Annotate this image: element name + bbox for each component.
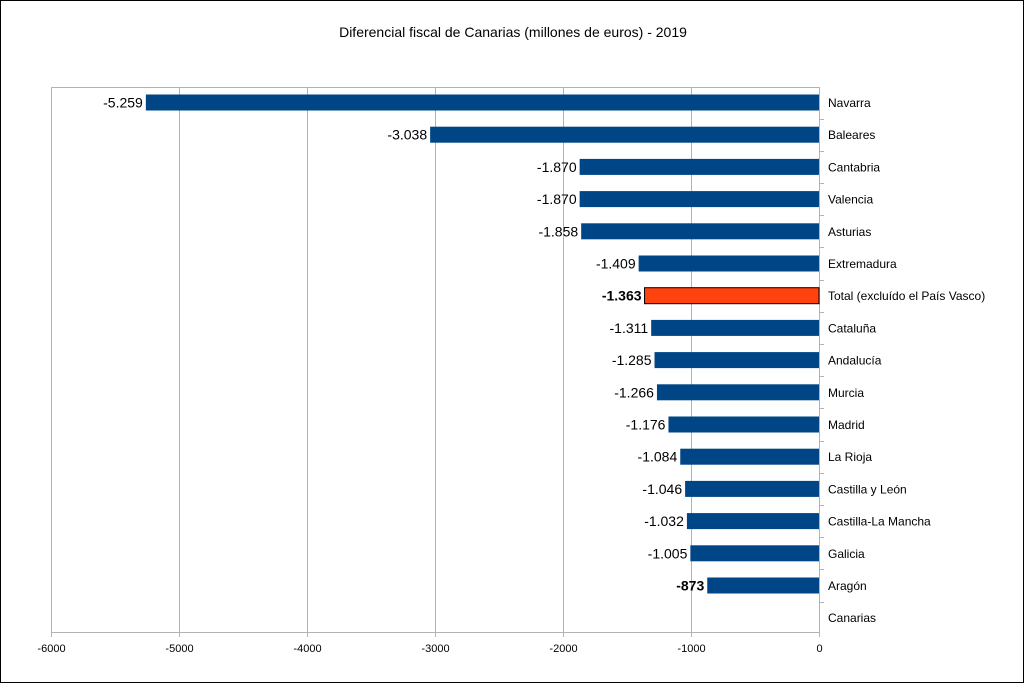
bar bbox=[651, 319, 819, 336]
data-label: -1.409 bbox=[596, 256, 636, 272]
bars bbox=[145, 94, 820, 594]
data-label: -1.858 bbox=[538, 223, 578, 239]
x-tick-label: -5000 bbox=[165, 643, 193, 655]
bar bbox=[644, 287, 820, 305]
bar bbox=[654, 352, 819, 369]
category-label: Cataluña bbox=[828, 321, 876, 335]
category-label: Cantabria bbox=[828, 160, 880, 174]
bar bbox=[690, 545, 819, 562]
category-label: Castilla-La Mancha bbox=[828, 515, 931, 529]
category-label: Valencia bbox=[828, 193, 873, 207]
bar bbox=[579, 191, 819, 208]
category-label: Andalucía bbox=[828, 354, 882, 368]
bar bbox=[685, 480, 819, 497]
category-label: Canarias bbox=[828, 611, 876, 625]
bar bbox=[680, 448, 819, 465]
data-label: -1.870 bbox=[537, 159, 577, 175]
x-tick-label: -1000 bbox=[677, 643, 705, 655]
bar bbox=[686, 513, 819, 530]
data-label: -1.084 bbox=[638, 449, 678, 465]
labels: -6000 -5000 -4000 -3000 -2000 -1000 0 -5.259 Nav… bbox=[37, 95, 985, 656]
category-label: Total (excluído el País Vasco) bbox=[828, 289, 985, 303]
x-tick-label: -6000 bbox=[37, 643, 65, 655]
x-tick-label: 0 bbox=[816, 643, 822, 655]
bar bbox=[707, 577, 819, 594]
category-label: Galicia bbox=[828, 547, 865, 561]
data-label: -1.870 bbox=[537, 191, 577, 207]
category-label: Murcia bbox=[828, 386, 864, 400]
x-tick-label: -3000 bbox=[421, 643, 449, 655]
bar bbox=[656, 384, 819, 401]
category-label: Asturias bbox=[828, 225, 871, 239]
chart-title: Diferencial fiscal de Canarias (millones… bbox=[339, 24, 687, 40]
category-label: Extremadura bbox=[828, 257, 897, 271]
data-label: -1.363 bbox=[602, 288, 642, 304]
category-label: Madrid bbox=[828, 418, 865, 432]
category-label: La Rioja bbox=[828, 450, 872, 464]
bar bbox=[579, 158, 819, 175]
data-label: -873 bbox=[676, 578, 704, 594]
bar bbox=[668, 416, 819, 433]
category-label: Baleares bbox=[828, 128, 875, 142]
data-label: -1.266 bbox=[614, 384, 654, 400]
data-label: -1.046 bbox=[642, 481, 682, 497]
category-label: Aragón bbox=[828, 579, 867, 593]
axes bbox=[51, 87, 824, 637]
bar bbox=[145, 94, 819, 111]
data-label: -1.176 bbox=[626, 417, 666, 433]
data-label: -1.005 bbox=[648, 545, 688, 561]
x-tick-label: -2000 bbox=[549, 643, 577, 655]
bar bbox=[581, 223, 819, 240]
bar bbox=[638, 255, 819, 272]
data-label: -1.032 bbox=[644, 513, 684, 529]
bar bbox=[430, 126, 819, 143]
data-label: -1.311 bbox=[610, 320, 649, 336]
data-label: -3.038 bbox=[387, 127, 427, 143]
category-label: Navarra bbox=[828, 96, 871, 110]
data-label: -5.259 bbox=[103, 95, 143, 111]
data-label: -1.285 bbox=[612, 352, 652, 368]
x-tick-label: -4000 bbox=[293, 643, 321, 655]
category-label: Castilla y León bbox=[828, 482, 907, 496]
